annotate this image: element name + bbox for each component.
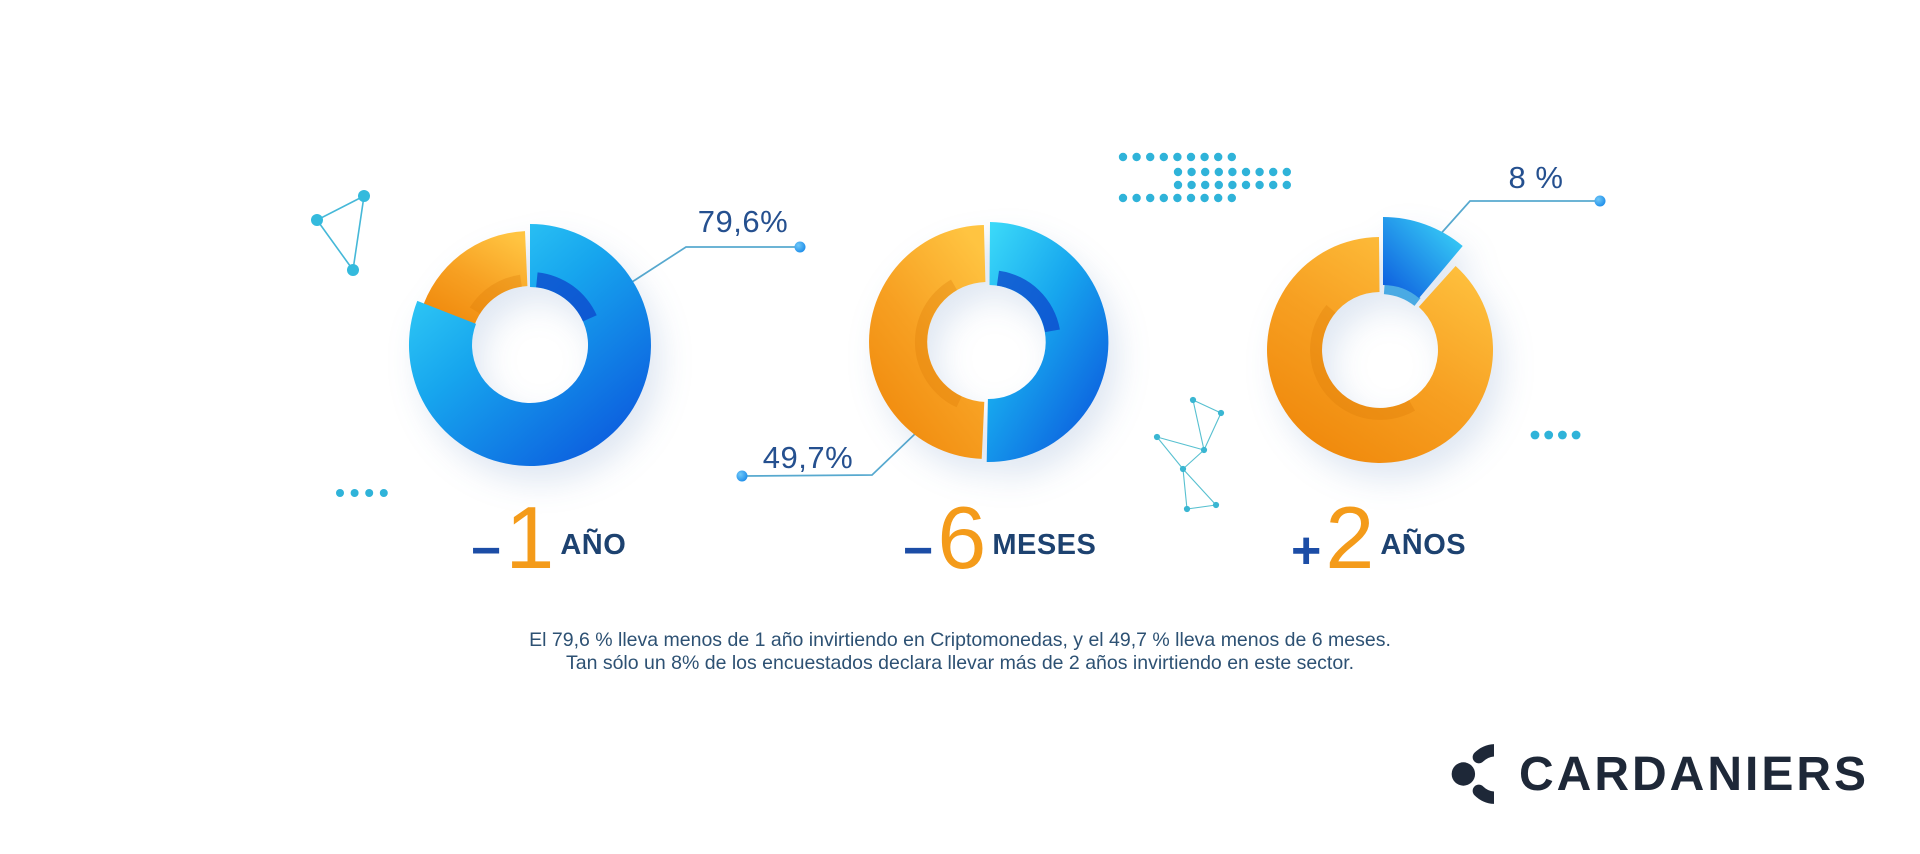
label-mas-2-anos: +2 AÑOS: [1291, 494, 1466, 582]
cardaniers-logo-icon: [1451, 744, 1494, 804]
callout-lines: [631, 195, 1606, 482]
brand-logo: CARDANIERS: [1430, 738, 1869, 810]
callout-value-3: 8 %: [1508, 160, 1564, 195]
label-sign: +: [1291, 522, 1322, 580]
label-unit: AÑO: [560, 529, 627, 561]
caption: El 79,6 % lleva menos de 1 año invirtien…: [0, 629, 1920, 675]
callout-value-2: 49,7%: [762, 440, 854, 475]
donut-chart-2: [869, 222, 1109, 463]
label-menos-1-ano: −1 AÑO: [471, 494, 626, 582]
label-sign: −: [471, 522, 502, 580]
donut-chart-3: [1267, 217, 1494, 463]
caption-line-2: Tan sólo un 8% de los encuestados declar…: [565, 652, 1355, 674]
label-number: 2: [1325, 488, 1374, 587]
decorations: [311, 152, 1581, 513]
callout-value-1: 79,6%: [697, 204, 789, 239]
label-sign: −: [903, 522, 934, 580]
donut-chart-1: [408, 224, 651, 466]
label-unit: AÑOS: [1380, 529, 1467, 561]
caption-line-1: El 79,6 % lleva menos de 1 año invirtien…: [529, 629, 1391, 651]
label-unit: MESES: [992, 529, 1097, 561]
label-number: 6: [937, 488, 986, 587]
label-number: 1: [505, 488, 554, 587]
brand-name: CARDANIERS: [1519, 747, 1870, 801]
label-menos-6-meses: −6 MESES: [903, 494, 1096, 582]
